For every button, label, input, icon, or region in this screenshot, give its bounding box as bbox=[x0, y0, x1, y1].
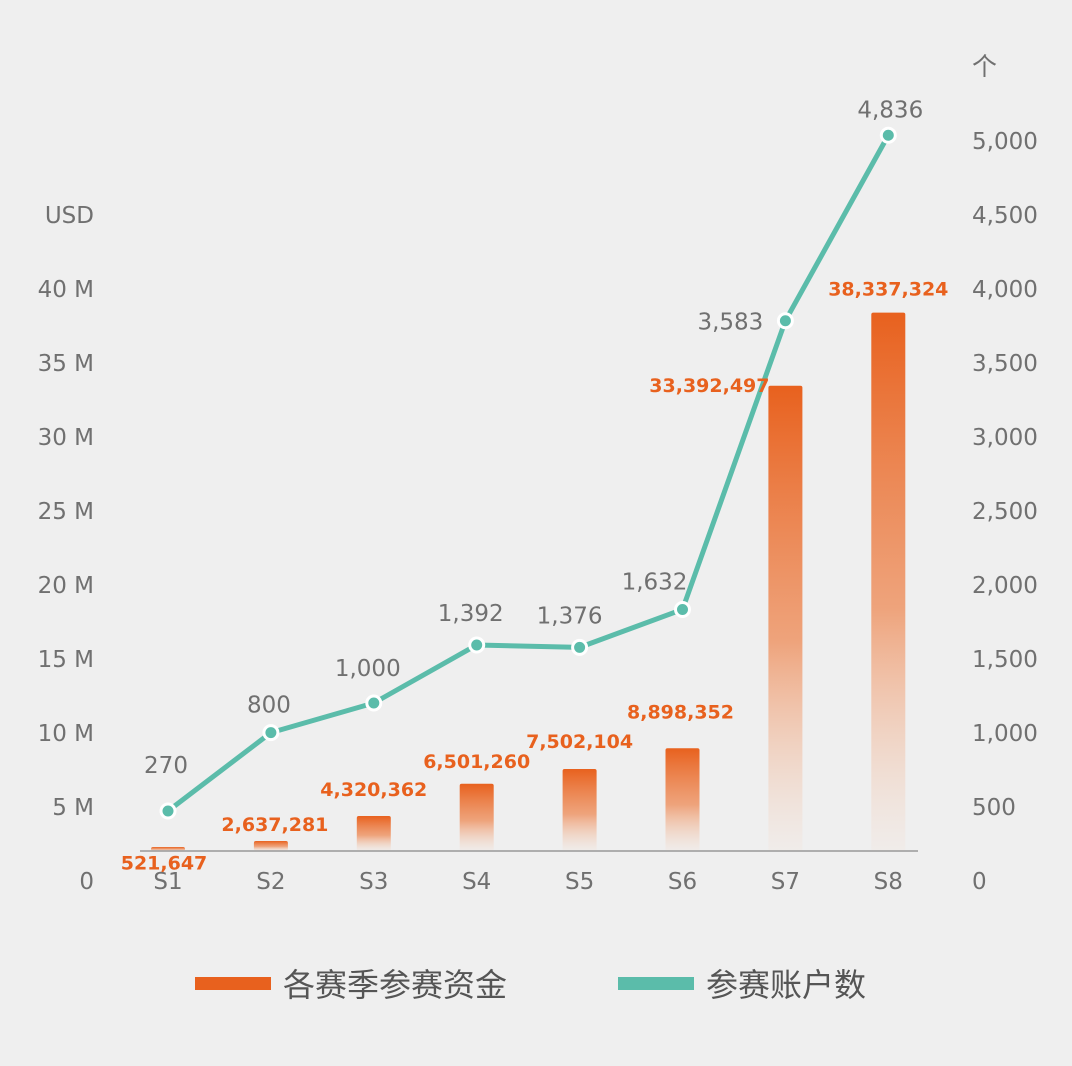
left-tick-label: 0 bbox=[79, 869, 94, 895]
bar bbox=[253, 840, 288, 851]
bar-value-label: 4,320,362 bbox=[320, 779, 427, 801]
right-tick-label: 1,500 bbox=[972, 647, 1038, 673]
right-tick-label: 3,500 bbox=[972, 351, 1038, 377]
right-tick-label: 4,000 bbox=[972, 277, 1038, 303]
line-value-label: 1,632 bbox=[622, 569, 688, 595]
bar-value-label: 2,637,281 bbox=[221, 814, 328, 836]
bar bbox=[768, 385, 803, 851]
left-tick-label: 20 M bbox=[38, 573, 94, 599]
line-value-label: 1,000 bbox=[335, 656, 401, 682]
left-tick-label: 5 M bbox=[52, 795, 94, 821]
left-tick-label: 35 M bbox=[38, 351, 94, 377]
bar bbox=[459, 783, 494, 851]
bar bbox=[562, 768, 597, 851]
x-tick-label: S1 bbox=[153, 869, 182, 895]
line-value-label: 1,376 bbox=[537, 603, 603, 629]
x-tick-label: S3 bbox=[359, 869, 388, 895]
left-tick-label: 10 M bbox=[38, 721, 94, 747]
line-point bbox=[159, 802, 177, 820]
left-tick-label: 15 M bbox=[38, 647, 94, 673]
x-tick-label: S4 bbox=[462, 869, 491, 895]
x-tick-label: S7 bbox=[771, 869, 800, 895]
line-point bbox=[571, 638, 589, 656]
left-tick-label: 40 M bbox=[38, 277, 94, 303]
line-value-label: 800 bbox=[247, 693, 291, 719]
left-tick-label: 30 M bbox=[38, 425, 94, 451]
right-tick-label: 2,000 bbox=[972, 573, 1038, 599]
legend: 各赛季参赛资金 参赛账户数 bbox=[0, 958, 1072, 1008]
x-tick-label: S6 bbox=[668, 869, 697, 895]
x-tick-label: S2 bbox=[256, 869, 285, 895]
legend-label-funds: 各赛季参赛资金 bbox=[283, 966, 508, 1004]
line-value-label: 1,392 bbox=[438, 601, 504, 627]
legend-item-funds: 各赛季参赛资金 bbox=[195, 958, 507, 1008]
line-point bbox=[468, 636, 486, 654]
right-tick-label: 3,000 bbox=[972, 425, 1038, 451]
bar-value-label: 38,337,324 bbox=[828, 279, 948, 301]
right-tick-label: 500 bbox=[972, 795, 1016, 821]
legend-item-accounts: 参赛账户数 bbox=[618, 958, 866, 1008]
line-value-label: 4,836 bbox=[857, 97, 923, 123]
bar-value-label: 7,502,104 bbox=[526, 731, 633, 753]
line-point bbox=[365, 694, 383, 712]
right-tick-label: 2,500 bbox=[972, 499, 1038, 525]
x-tick-label: S8 bbox=[874, 869, 903, 895]
line-point bbox=[674, 600, 691, 618]
bar bbox=[871, 312, 906, 851]
line-series-accounts bbox=[166, 134, 891, 814]
line-point bbox=[262, 724, 280, 742]
line-value-label: 3,583 bbox=[697, 310, 763, 336]
chart-svg: 0 5 M 10 M 15 M 20 M 25 M 30 M 35 M 40 M USD 0 500… bbox=[38, 52, 1038, 895]
line-point bbox=[879, 126, 897, 144]
right-tick-label: 4,500 bbox=[972, 203, 1038, 229]
bar-value-label: 33,392,497 bbox=[649, 375, 769, 397]
x-tick-label: S5 bbox=[565, 869, 594, 895]
right-tick-label: 5,000 bbox=[972, 129, 1038, 155]
line-point bbox=[776, 312, 794, 330]
right-tick-label: 1,000 bbox=[972, 721, 1038, 747]
left-tick-label: 25 M bbox=[38, 499, 94, 525]
line-value-label: 270 bbox=[144, 753, 188, 779]
bar-value-label: 521,647 bbox=[121, 852, 208, 874]
bar bbox=[151, 847, 185, 851]
right-axis-unit: 个 bbox=[972, 52, 997, 81]
left-axis-unit: USD bbox=[45, 203, 94, 229]
bar bbox=[356, 816, 391, 851]
bar-value-label: 8,898,352 bbox=[627, 701, 734, 723]
legend-swatch-accounts bbox=[618, 976, 694, 990]
right-tick-label: 0 bbox=[972, 869, 987, 895]
bar-value-label: 6,501,260 bbox=[423, 751, 530, 773]
legend-label-accounts: 参赛账户数 bbox=[706, 966, 867, 1004]
bar bbox=[665, 748, 700, 851]
legend-swatch-funds bbox=[195, 976, 271, 990]
